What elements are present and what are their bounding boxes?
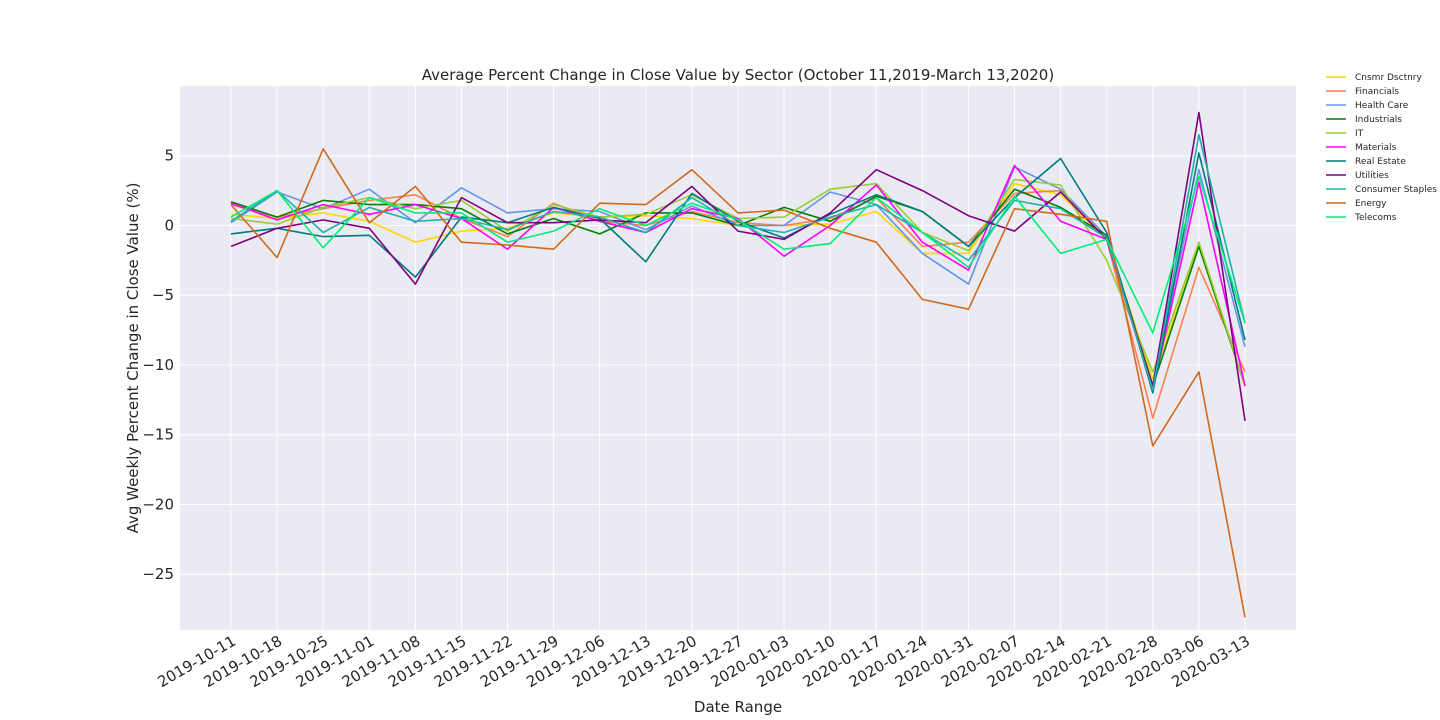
grid bbox=[180, 86, 1296, 630]
legend-label-industrials: Industrials bbox=[1355, 115, 1402, 125]
series-line-energy bbox=[230, 148, 1246, 618]
y-tick-labels: 5 0 −5 −10 −15 −20 −25 bbox=[142, 147, 174, 583]
series-line-utilities bbox=[230, 111, 1246, 421]
legend-label-telecoms: Telecoms bbox=[1354, 213, 1397, 223]
y-tick-label: −20 bbox=[142, 495, 174, 513]
y-tick-label: −5 bbox=[152, 286, 174, 304]
y-tick-label: 0 bbox=[164, 216, 174, 234]
series-line-consumer-staples bbox=[230, 134, 1246, 391]
legend-label-utilities: Utilities bbox=[1355, 171, 1389, 181]
legend-label-it: IT bbox=[1355, 129, 1364, 139]
legend-label-real-estate: Real Estate bbox=[1355, 157, 1406, 167]
series-line-real-estate bbox=[230, 152, 1246, 394]
y-axis-label: Avg Weekly Percent Change in Close Value… bbox=[124, 183, 142, 534]
legend-label-materials: Materials bbox=[1355, 143, 1397, 153]
series-line-telecoms bbox=[230, 175, 1246, 334]
legend-label-health-care: Health Care bbox=[1355, 101, 1409, 111]
series-lines bbox=[230, 111, 1246, 618]
legend-label-financials: Financials bbox=[1355, 87, 1399, 97]
legend: Cnsmr Dsctnry Financials Health Care Indust… bbox=[1326, 73, 1437, 223]
x-tick-labels: 2019-10-112019-10-182019-10-252019-11-01… bbox=[154, 632, 1253, 691]
y-tick-label: −25 bbox=[142, 565, 174, 583]
y-tick-label: 5 bbox=[164, 147, 174, 165]
legend-label-consumer-staples: Consumer Staples bbox=[1355, 185, 1437, 195]
y-tick-label: −15 bbox=[142, 426, 174, 444]
chart-title: Average Percent Change in Close Value by… bbox=[422, 66, 1054, 84]
x-axis-label: Date Range bbox=[694, 698, 782, 716]
legend-label-cnsmr-dsctnry: Cnsmr Dsctnry bbox=[1355, 73, 1423, 83]
legend-label-energy: Energy bbox=[1355, 199, 1387, 209]
y-tick-label: −10 bbox=[142, 356, 174, 374]
